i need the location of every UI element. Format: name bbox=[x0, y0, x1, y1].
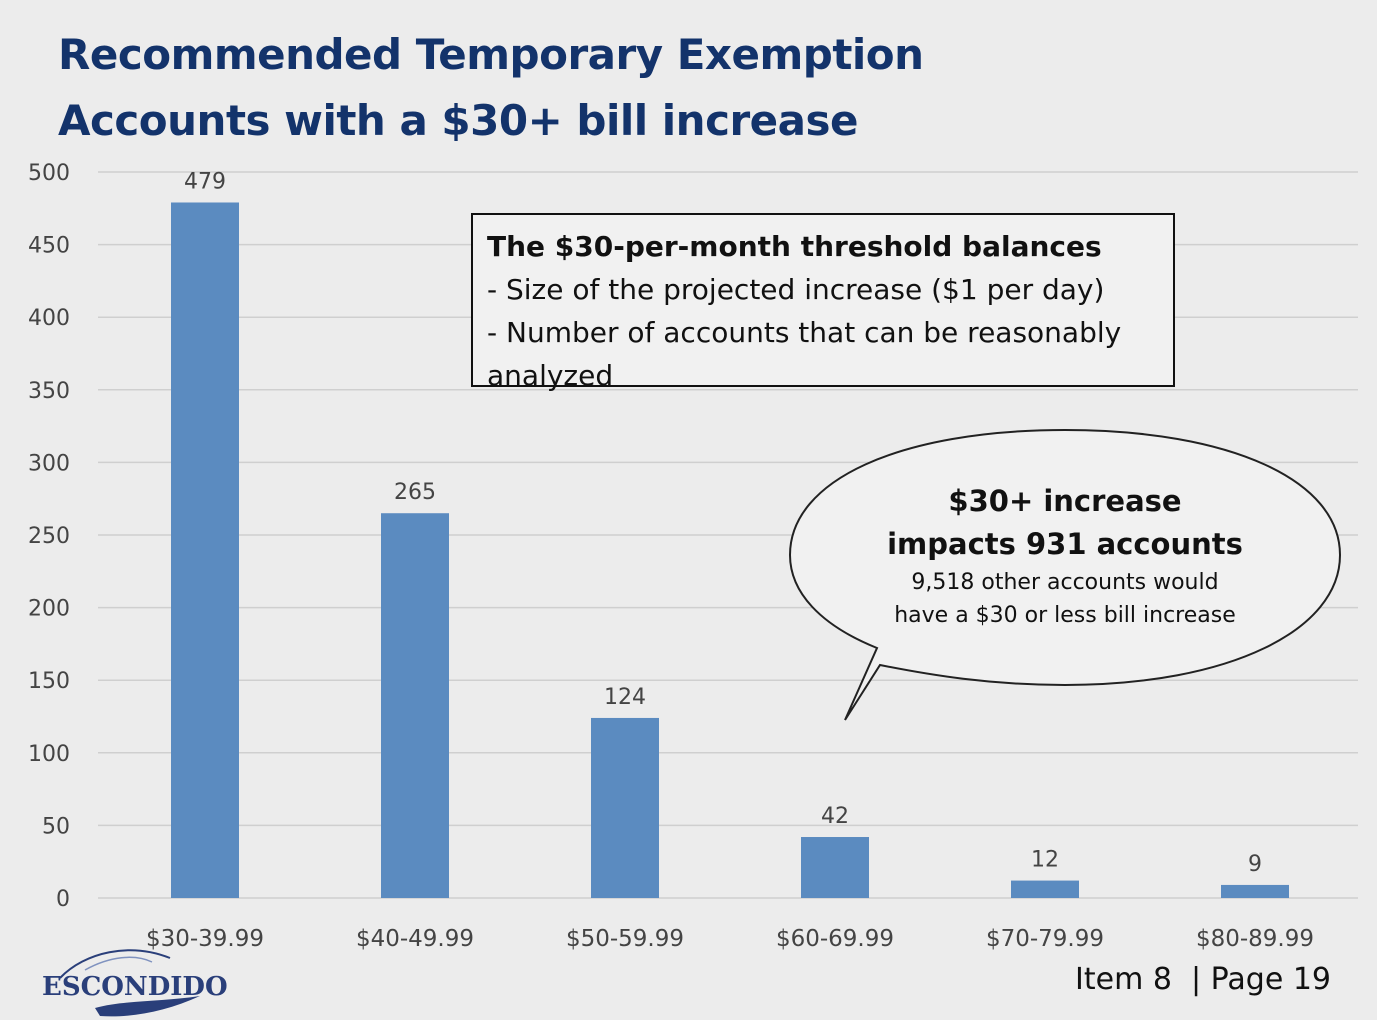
speech-bubble-text: $30+ increase impacts 931 accounts 9,518… bbox=[845, 480, 1285, 632]
bar bbox=[1011, 880, 1079, 898]
x-tick-label: $40-49.99 bbox=[356, 926, 474, 952]
y-tick-label: 50 bbox=[42, 814, 70, 839]
bar bbox=[171, 202, 239, 898]
threshold-callout-box: The $30-per-month threshold balances - S… bbox=[471, 213, 1175, 392]
title-line-2: Accounts with a $30+ bill increase bbox=[58, 96, 858, 145]
y-tick-label: 250 bbox=[28, 524, 70, 549]
callout-heading: The $30-per-month threshold balances bbox=[487, 230, 1102, 263]
y-tick-label: 400 bbox=[28, 306, 70, 331]
x-tick-label: $80-89.99 bbox=[1196, 926, 1314, 952]
bar bbox=[801, 837, 869, 898]
data-labels: 479 265 124 42 12 9 bbox=[184, 169, 1262, 876]
bubble-line-4: have a $30 or less bill increase bbox=[894, 603, 1236, 628]
x-tick-label: $70-79.99 bbox=[986, 926, 1104, 952]
data-label: 265 bbox=[394, 480, 436, 505]
bubble-line-3: 9,518 other accounts would bbox=[911, 570, 1219, 595]
y-tick-label: 450 bbox=[28, 234, 70, 259]
x-tick-label: $50-59.99 bbox=[566, 926, 684, 952]
y-tick-label: 150 bbox=[28, 669, 70, 694]
y-tick-label: 300 bbox=[28, 451, 70, 476]
logo-text: ESCONDIDO bbox=[42, 972, 228, 1002]
data-label: 42 bbox=[821, 804, 849, 829]
callout-line-2: - Number of accounts that can be reasona… bbox=[487, 316, 1122, 349]
x-axis-ticks: $30-39.99 $40-49.99 $50-59.99 $60-69.99 $70-… bbox=[146, 926, 1314, 952]
y-tick-label: 200 bbox=[28, 597, 70, 622]
y-tick-label: 500 bbox=[28, 161, 70, 186]
bar bbox=[1221, 884, 1289, 898]
footer-separator: | bbox=[1191, 962, 1202, 997]
callout-line-1: - Size of the projected increase ($1 per… bbox=[487, 273, 1105, 306]
title-line-1: Recommended Temporary Exemption bbox=[58, 30, 924, 79]
y-axis-ticks: 0 50 100 150 200 250 300 350 400 450 500 bbox=[28, 161, 70, 912]
callout-line-3: analyzed bbox=[487, 359, 614, 392]
slide-title: Recommended Temporary Exemption Accounts… bbox=[58, 22, 924, 154]
footer-page: Page 19 bbox=[1210, 962, 1331, 997]
bars bbox=[171, 202, 1289, 898]
data-label: 12 bbox=[1031, 848, 1059, 873]
speech-bubble-shape bbox=[788, 428, 1342, 721]
y-tick-label: 100 bbox=[28, 742, 70, 767]
data-label: 9 bbox=[1248, 852, 1262, 877]
speech-bubble bbox=[788, 428, 1342, 721]
bar bbox=[591, 717, 659, 898]
data-label: 479 bbox=[184, 169, 226, 194]
footer: Item 8 | Page 19 bbox=[1075, 962, 1331, 997]
y-tick-label: 350 bbox=[28, 379, 70, 404]
x-tick-label: $30-39.99 bbox=[146, 926, 264, 952]
bubble-line-2: impacts 931 accounts bbox=[887, 527, 1243, 561]
bubble-line-1: $30+ increase bbox=[948, 484, 1182, 518]
y-tick-label: 0 bbox=[56, 887, 70, 912]
escondido-logo-icon bbox=[59, 949, 200, 1017]
footer-item: Item 8 bbox=[1075, 962, 1172, 997]
x-tick-label: $60-69.99 bbox=[776, 926, 894, 952]
data-label: 124 bbox=[604, 685, 646, 710]
bar bbox=[381, 513, 449, 898]
